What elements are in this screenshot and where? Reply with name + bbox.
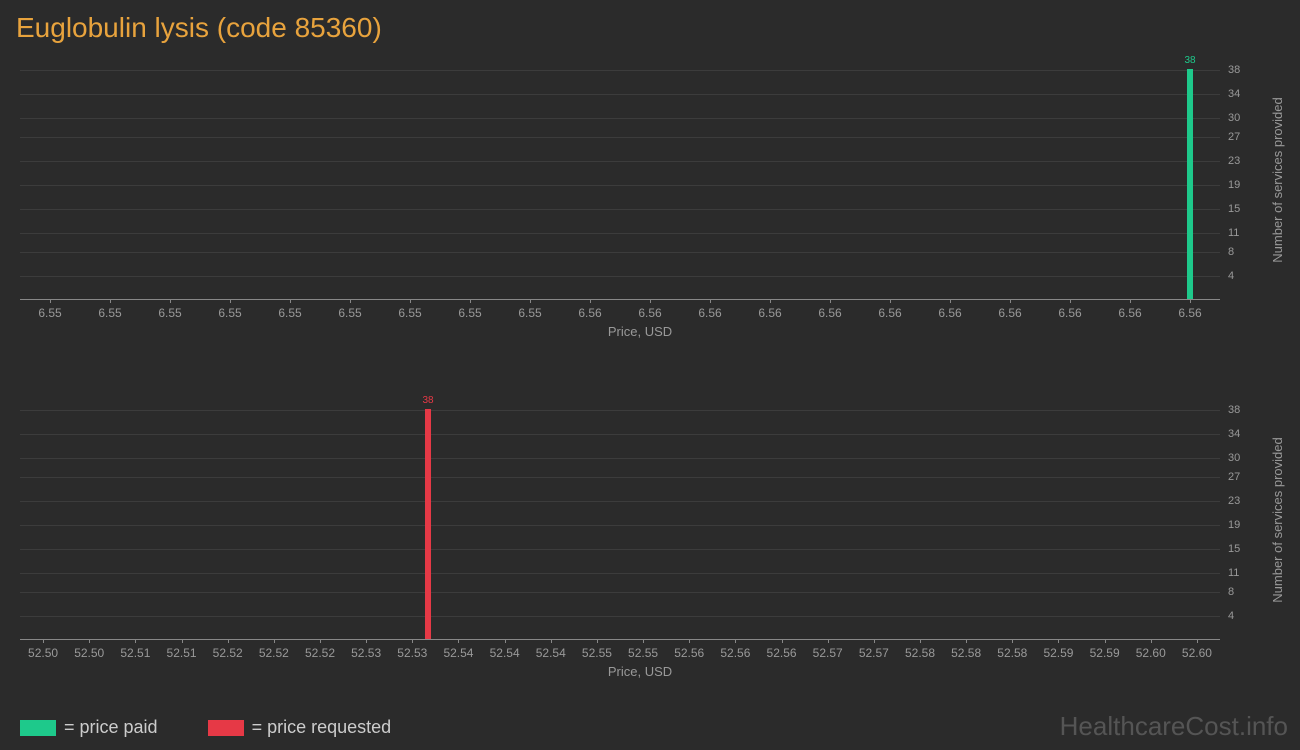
legend-label-paid: = price paid [64, 717, 158, 738]
bar [425, 409, 431, 639]
x-tick-label: 6.55 [158, 306, 181, 320]
x-tick-label: 6.55 [278, 306, 301, 320]
x-tick-label: 52.52 [305, 646, 335, 660]
watermark: HealthcareCost.info [1060, 711, 1288, 742]
legend-item-paid: = price paid [20, 717, 158, 738]
x-tick-label: 6.56 [878, 306, 901, 320]
x-tick-label: 52.56 [767, 646, 797, 660]
x-tick-label: 52.57 [813, 646, 843, 660]
x-tick-label: 52.54 [490, 646, 520, 660]
y-tick-label: 38 [1228, 404, 1240, 416]
x-tick-label: 6.55 [338, 306, 361, 320]
x-tick-label: 52.50 [28, 646, 58, 660]
y-tick-label: 11 [1228, 227, 1239, 239]
x-tick-label: 52.54 [536, 646, 566, 660]
x-tick-label: 52.59 [1043, 646, 1073, 660]
y-axis-label-1: Number of services provided [1270, 97, 1285, 262]
x-tick-label: 52.60 [1136, 646, 1166, 660]
x-tick-label: 52.55 [582, 646, 612, 660]
x-tick-label: 6.55 [218, 306, 241, 320]
y-tick-label: 15 [1228, 543, 1240, 555]
y-tick-label: 34 [1228, 88, 1240, 100]
x-tick-label: 52.58 [997, 646, 1027, 660]
x-tick-label: 52.60 [1182, 646, 1212, 660]
y-tick-label: 15 [1228, 203, 1240, 215]
y-tick-label: 19 [1228, 519, 1240, 531]
legend: = price paid = price requested [20, 717, 391, 738]
x-axis-label-2: Price, USD [608, 664, 672, 679]
y-axis-label-2: Number of services provided [1270, 437, 1285, 602]
x-tick-label: 52.52 [259, 646, 289, 660]
y-tick-label: 27 [1228, 471, 1240, 483]
x-tick-label: 52.54 [443, 646, 473, 660]
x-tick-label: 52.59 [1090, 646, 1120, 660]
y-tick-label: 11 [1228, 567, 1239, 579]
x-tick-label: 6.56 [1178, 306, 1201, 320]
bar-value-label: 38 [1180, 55, 1200, 66]
bar [1187, 69, 1193, 299]
x-tick-label: 52.56 [720, 646, 750, 660]
legend-label-requested: = price requested [252, 717, 392, 738]
y-tick-label: 30 [1228, 452, 1240, 464]
x-tick-label: 52.51 [120, 646, 150, 660]
x-tick-label: 52.55 [628, 646, 658, 660]
x-tick-label: 52.53 [397, 646, 427, 660]
bar-value-label: 38 [418, 395, 438, 406]
chart-price-requested: 38 Price, USD Number of services provide… [20, 400, 1260, 680]
x-tick-label: 6.55 [458, 306, 481, 320]
chart-title: Euglobulin lysis (code 85360) [0, 0, 1300, 52]
x-tick-label: 6.56 [758, 306, 781, 320]
x-tick-label: 6.55 [38, 306, 61, 320]
y-tick-label: 23 [1228, 495, 1240, 507]
plot-area-1: 38 [20, 70, 1220, 300]
x-tick-label: 6.55 [518, 306, 541, 320]
y-tick-label: 30 [1228, 112, 1240, 124]
x-axis-label-1: Price, USD [608, 324, 672, 339]
legend-item-requested: = price requested [208, 717, 392, 738]
x-tick-label: 52.53 [351, 646, 381, 660]
x-tick-label: 6.56 [998, 306, 1021, 320]
y-tick-label: 4 [1228, 270, 1234, 282]
x-tick-label: 52.58 [905, 646, 935, 660]
x-tick-label: 6.56 [578, 306, 601, 320]
x-tick-label: 6.56 [638, 306, 661, 320]
x-tick-label: 6.56 [818, 306, 841, 320]
y-tick-label: 4 [1228, 610, 1234, 622]
y-tick-label: 38 [1228, 64, 1240, 76]
legend-swatch-requested [208, 720, 244, 736]
legend-swatch-paid [20, 720, 56, 736]
y-tick-label: 27 [1228, 131, 1240, 143]
x-tick-label: 6.56 [938, 306, 961, 320]
x-tick-label: 52.58 [951, 646, 981, 660]
y-tick-label: 23 [1228, 155, 1240, 167]
chart-price-paid: 38 Price, USD Number of services provide… [20, 60, 1260, 340]
x-tick-label: 52.52 [213, 646, 243, 660]
y-tick-label: 19 [1228, 179, 1240, 191]
x-tick-label: 52.56 [674, 646, 704, 660]
x-tick-label: 52.57 [859, 646, 889, 660]
x-tick-label: 52.51 [167, 646, 197, 660]
x-tick-label: 6.55 [398, 306, 421, 320]
x-tick-label: 52.50 [74, 646, 104, 660]
x-tick-label: 6.56 [1118, 306, 1141, 320]
y-tick-label: 34 [1228, 428, 1240, 440]
x-tick-label: 6.55 [98, 306, 121, 320]
y-tick-label: 8 [1228, 246, 1234, 258]
x-tick-label: 6.56 [698, 306, 721, 320]
y-tick-label: 8 [1228, 586, 1234, 598]
plot-area-2: 38 [20, 410, 1220, 640]
x-tick-label: 6.56 [1058, 306, 1081, 320]
